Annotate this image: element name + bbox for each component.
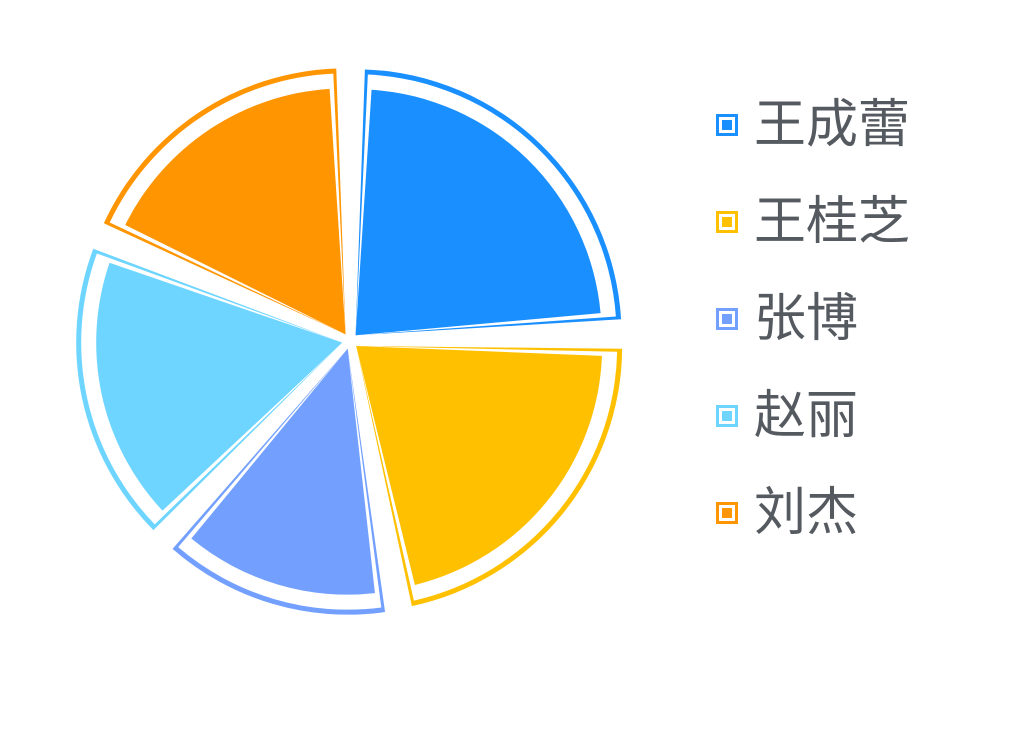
legend-label-liujie: 刘杰 [754, 483, 859, 543]
legend-label-zhangbo: 张博 [754, 289, 859, 349]
pie-slice-fill-3 [96, 262, 343, 511]
chart-legend: 王成蕾 王桂芝 张博 赵丽 刘杰 [716, 92, 1016, 546]
legend-item-zhangbo[interactable]: 张博 [716, 286, 1016, 352]
pie-slice-1[interactable] [356, 346, 623, 607]
legend-swatch-wangchenglei [716, 114, 738, 136]
legend-item-zhaoli[interactable]: 赵丽 [716, 383, 1016, 449]
legend-item-liujie[interactable]: 刘杰 [716, 480, 1016, 546]
pie-slice-fill-2 [191, 348, 375, 595]
pie-slice-3[interactable] [76, 248, 343, 531]
legend-swatch-zhangbo [716, 308, 738, 330]
legend-swatch-wangguizhi [716, 211, 738, 233]
legend-swatch-zhaoli [716, 405, 738, 427]
pie-chart [76, 68, 623, 615]
legend-label-wangchenglei: 王成蕾 [754, 95, 911, 155]
pie-slice-0[interactable] [355, 69, 622, 336]
pie-slice-2[interactable] [172, 348, 386, 615]
legend-label-zhaoli: 赵丽 [754, 386, 859, 446]
pie-slice-fill-0 [355, 89, 601, 336]
pie-slice-fill-1 [356, 346, 602, 585]
pie-slice-fill-4 [125, 88, 346, 335]
legend-swatch-liujie [716, 502, 738, 524]
pie-slice-4[interactable] [103, 68, 346, 335]
legend-item-wangguizhi[interactable]: 王桂芝 [716, 189, 1016, 255]
legend-item-wangchenglei[interactable]: 王成蕾 [716, 92, 1016, 158]
legend-label-wangguizhi: 王桂芝 [754, 192, 911, 252]
